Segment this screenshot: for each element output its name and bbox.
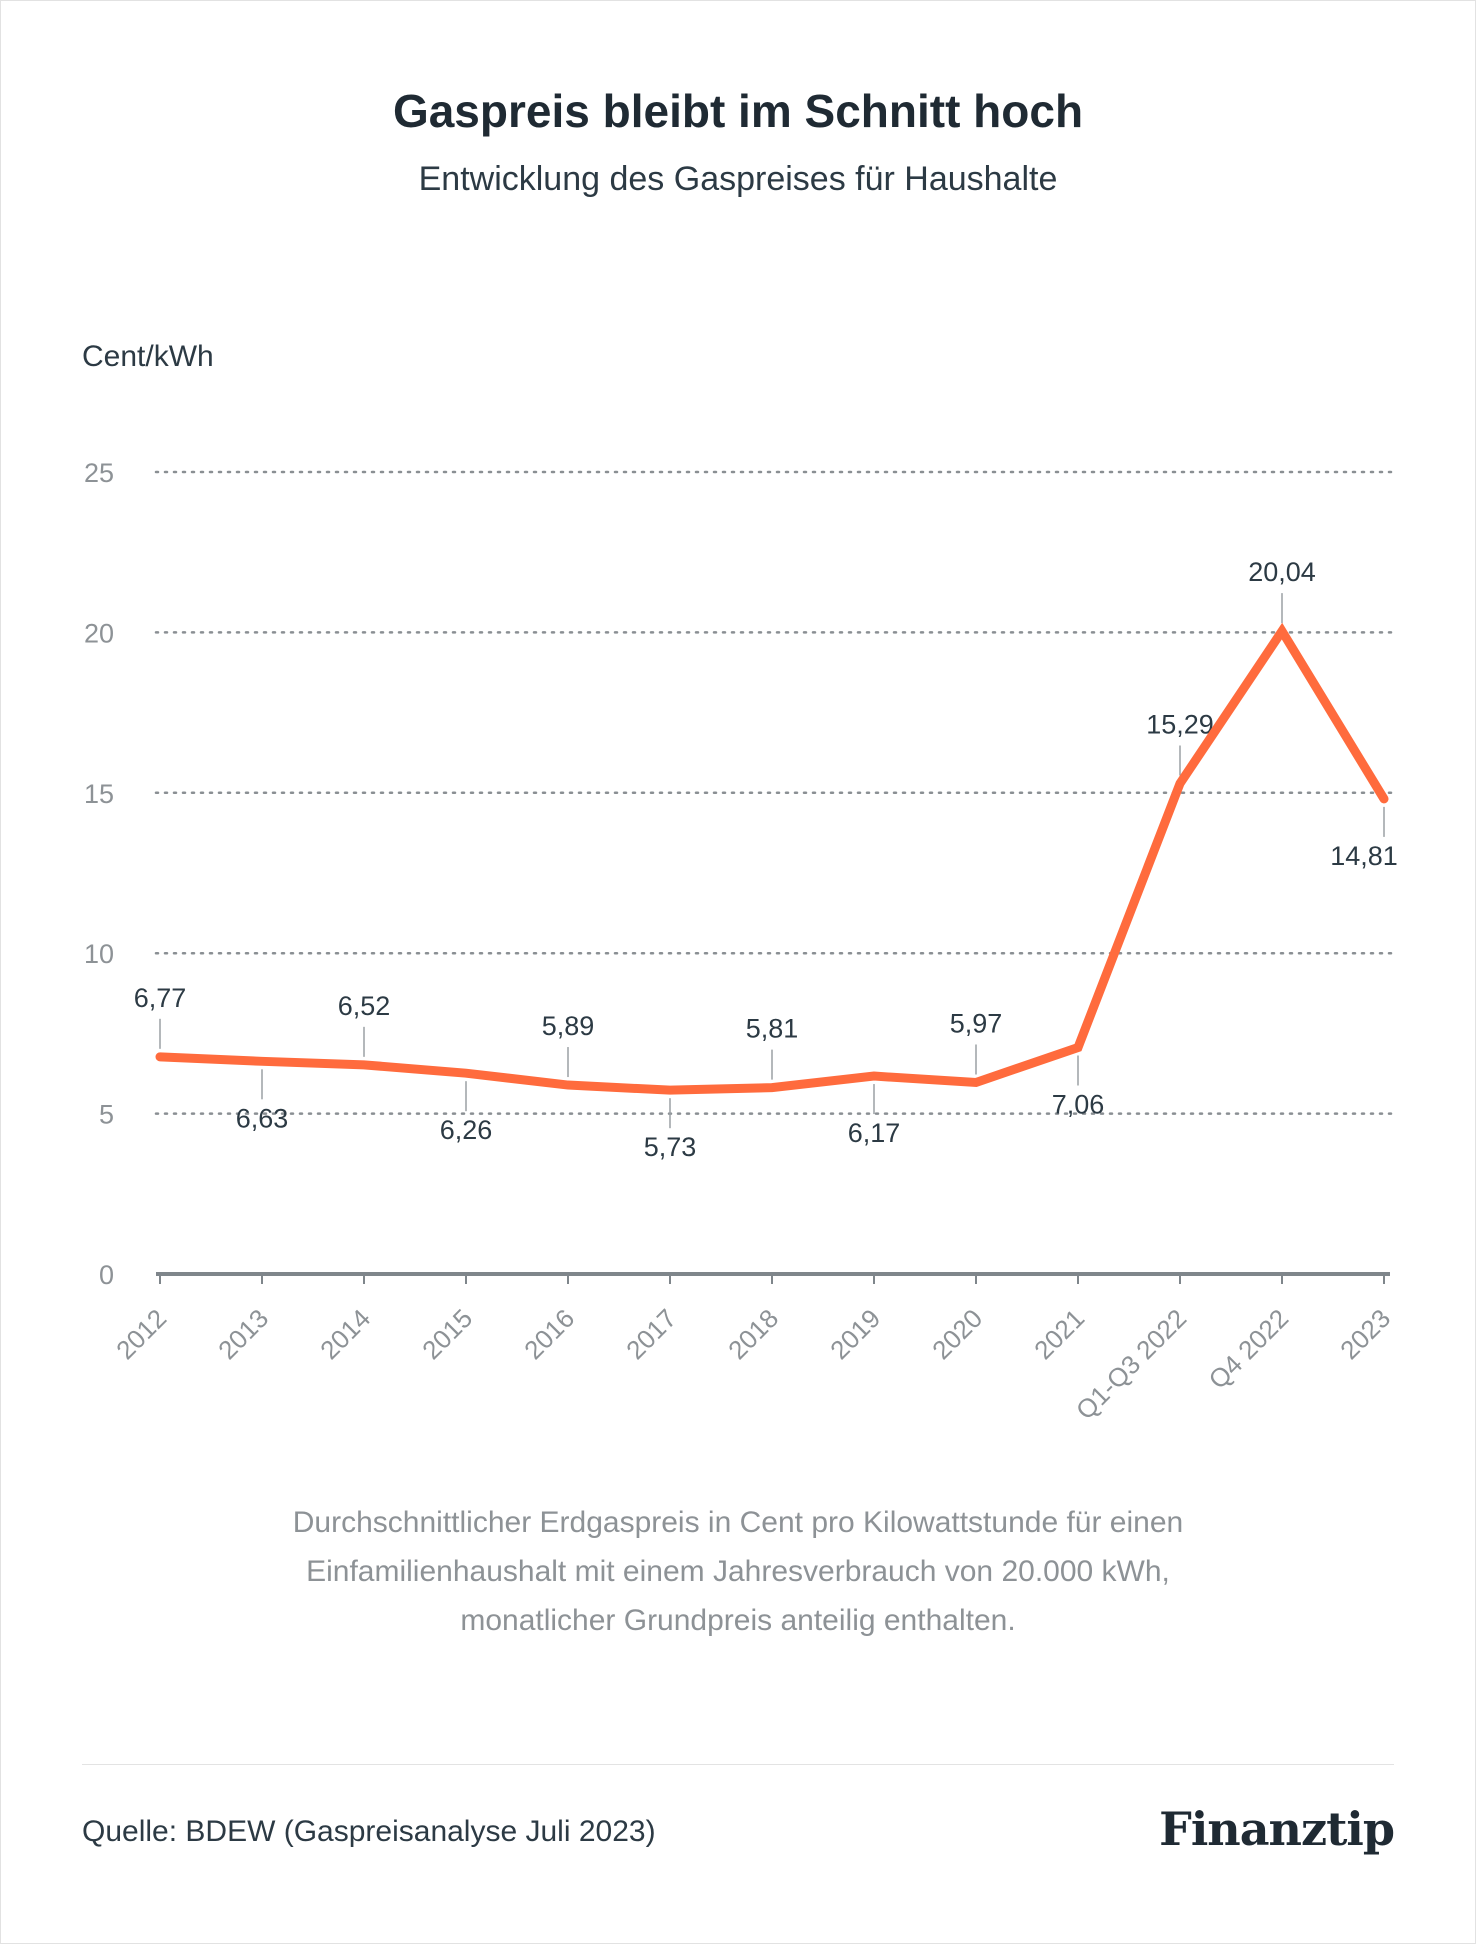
chart-title: Gaspreis bleibt im Schnitt hoch xyxy=(392,85,1084,137)
data-label: 6,63 xyxy=(236,1103,289,1133)
x-tick-label: 2012 xyxy=(110,1303,172,1365)
data-label: 5,89 xyxy=(542,1011,595,1041)
data-label: 15,29 xyxy=(1146,709,1214,739)
data-label: 20,04 xyxy=(1248,557,1316,587)
y-tick-label: 20 xyxy=(84,618,114,648)
x-tick-label: 2013 xyxy=(212,1303,274,1365)
y-tick-label: 5 xyxy=(99,1100,114,1130)
data-label: 6,17 xyxy=(848,1118,901,1148)
data-label: 5,81 xyxy=(746,1014,799,1044)
footnote-line: monatlicher Grundpreis anteilig enthalte… xyxy=(460,1604,1016,1637)
finanztip-logo: Finanztip xyxy=(1159,1802,1395,1856)
data-label: 5,97 xyxy=(950,1008,1003,1038)
data-label: 7,06 xyxy=(1052,1090,1105,1120)
y-tick-label: 0 xyxy=(99,1260,114,1290)
data-label: 6,26 xyxy=(440,1115,493,1145)
data-label: 14,81 xyxy=(1330,841,1398,871)
divider xyxy=(82,1764,1394,1765)
x-tick-label: 2015 xyxy=(416,1303,478,1365)
data-label: 6,77 xyxy=(134,983,187,1013)
data-label: 5,73 xyxy=(644,1132,697,1162)
x-tick-label: 2016 xyxy=(518,1303,580,1365)
x-tick-label: 2018 xyxy=(722,1303,784,1365)
x-tick-label: 2014 xyxy=(314,1303,376,1365)
x-tick-label: Q4 2022 xyxy=(1202,1303,1294,1395)
x-tick-label: 2019 xyxy=(824,1303,886,1365)
footnote-line: Durchschnittlicher Erdgaspreis in Cent p… xyxy=(292,1506,1184,1539)
y-tick-label: 25 xyxy=(84,458,114,488)
chart-subtitle: Entwicklung des Gaspreises für Haushalte xyxy=(418,160,1058,198)
x-tick-label: 2021 xyxy=(1028,1303,1090,1365)
y-axis-label: Cent/kWh xyxy=(82,340,214,373)
footnote-line: Einfamilienhaushalt mit einem Jahresverb… xyxy=(306,1555,1170,1588)
y-tick-label: 15 xyxy=(84,779,114,809)
y-tick-label: 10 xyxy=(84,939,114,969)
footnote: Durchschnittlicher Erdgaspreis in Cent p… xyxy=(0,1498,1476,1645)
x-tick-label: 2017 xyxy=(620,1303,682,1365)
x-tick-label: Q1-Q3 2022 xyxy=(1070,1303,1192,1425)
data-label: 6,52 xyxy=(338,991,391,1021)
x-tick-label: 2023 xyxy=(1334,1303,1396,1365)
source-text: Quelle: BDEW (Gaspreisanalyse Juli 2023) xyxy=(82,1815,656,1848)
x-tick-label: 2020 xyxy=(926,1303,988,1365)
